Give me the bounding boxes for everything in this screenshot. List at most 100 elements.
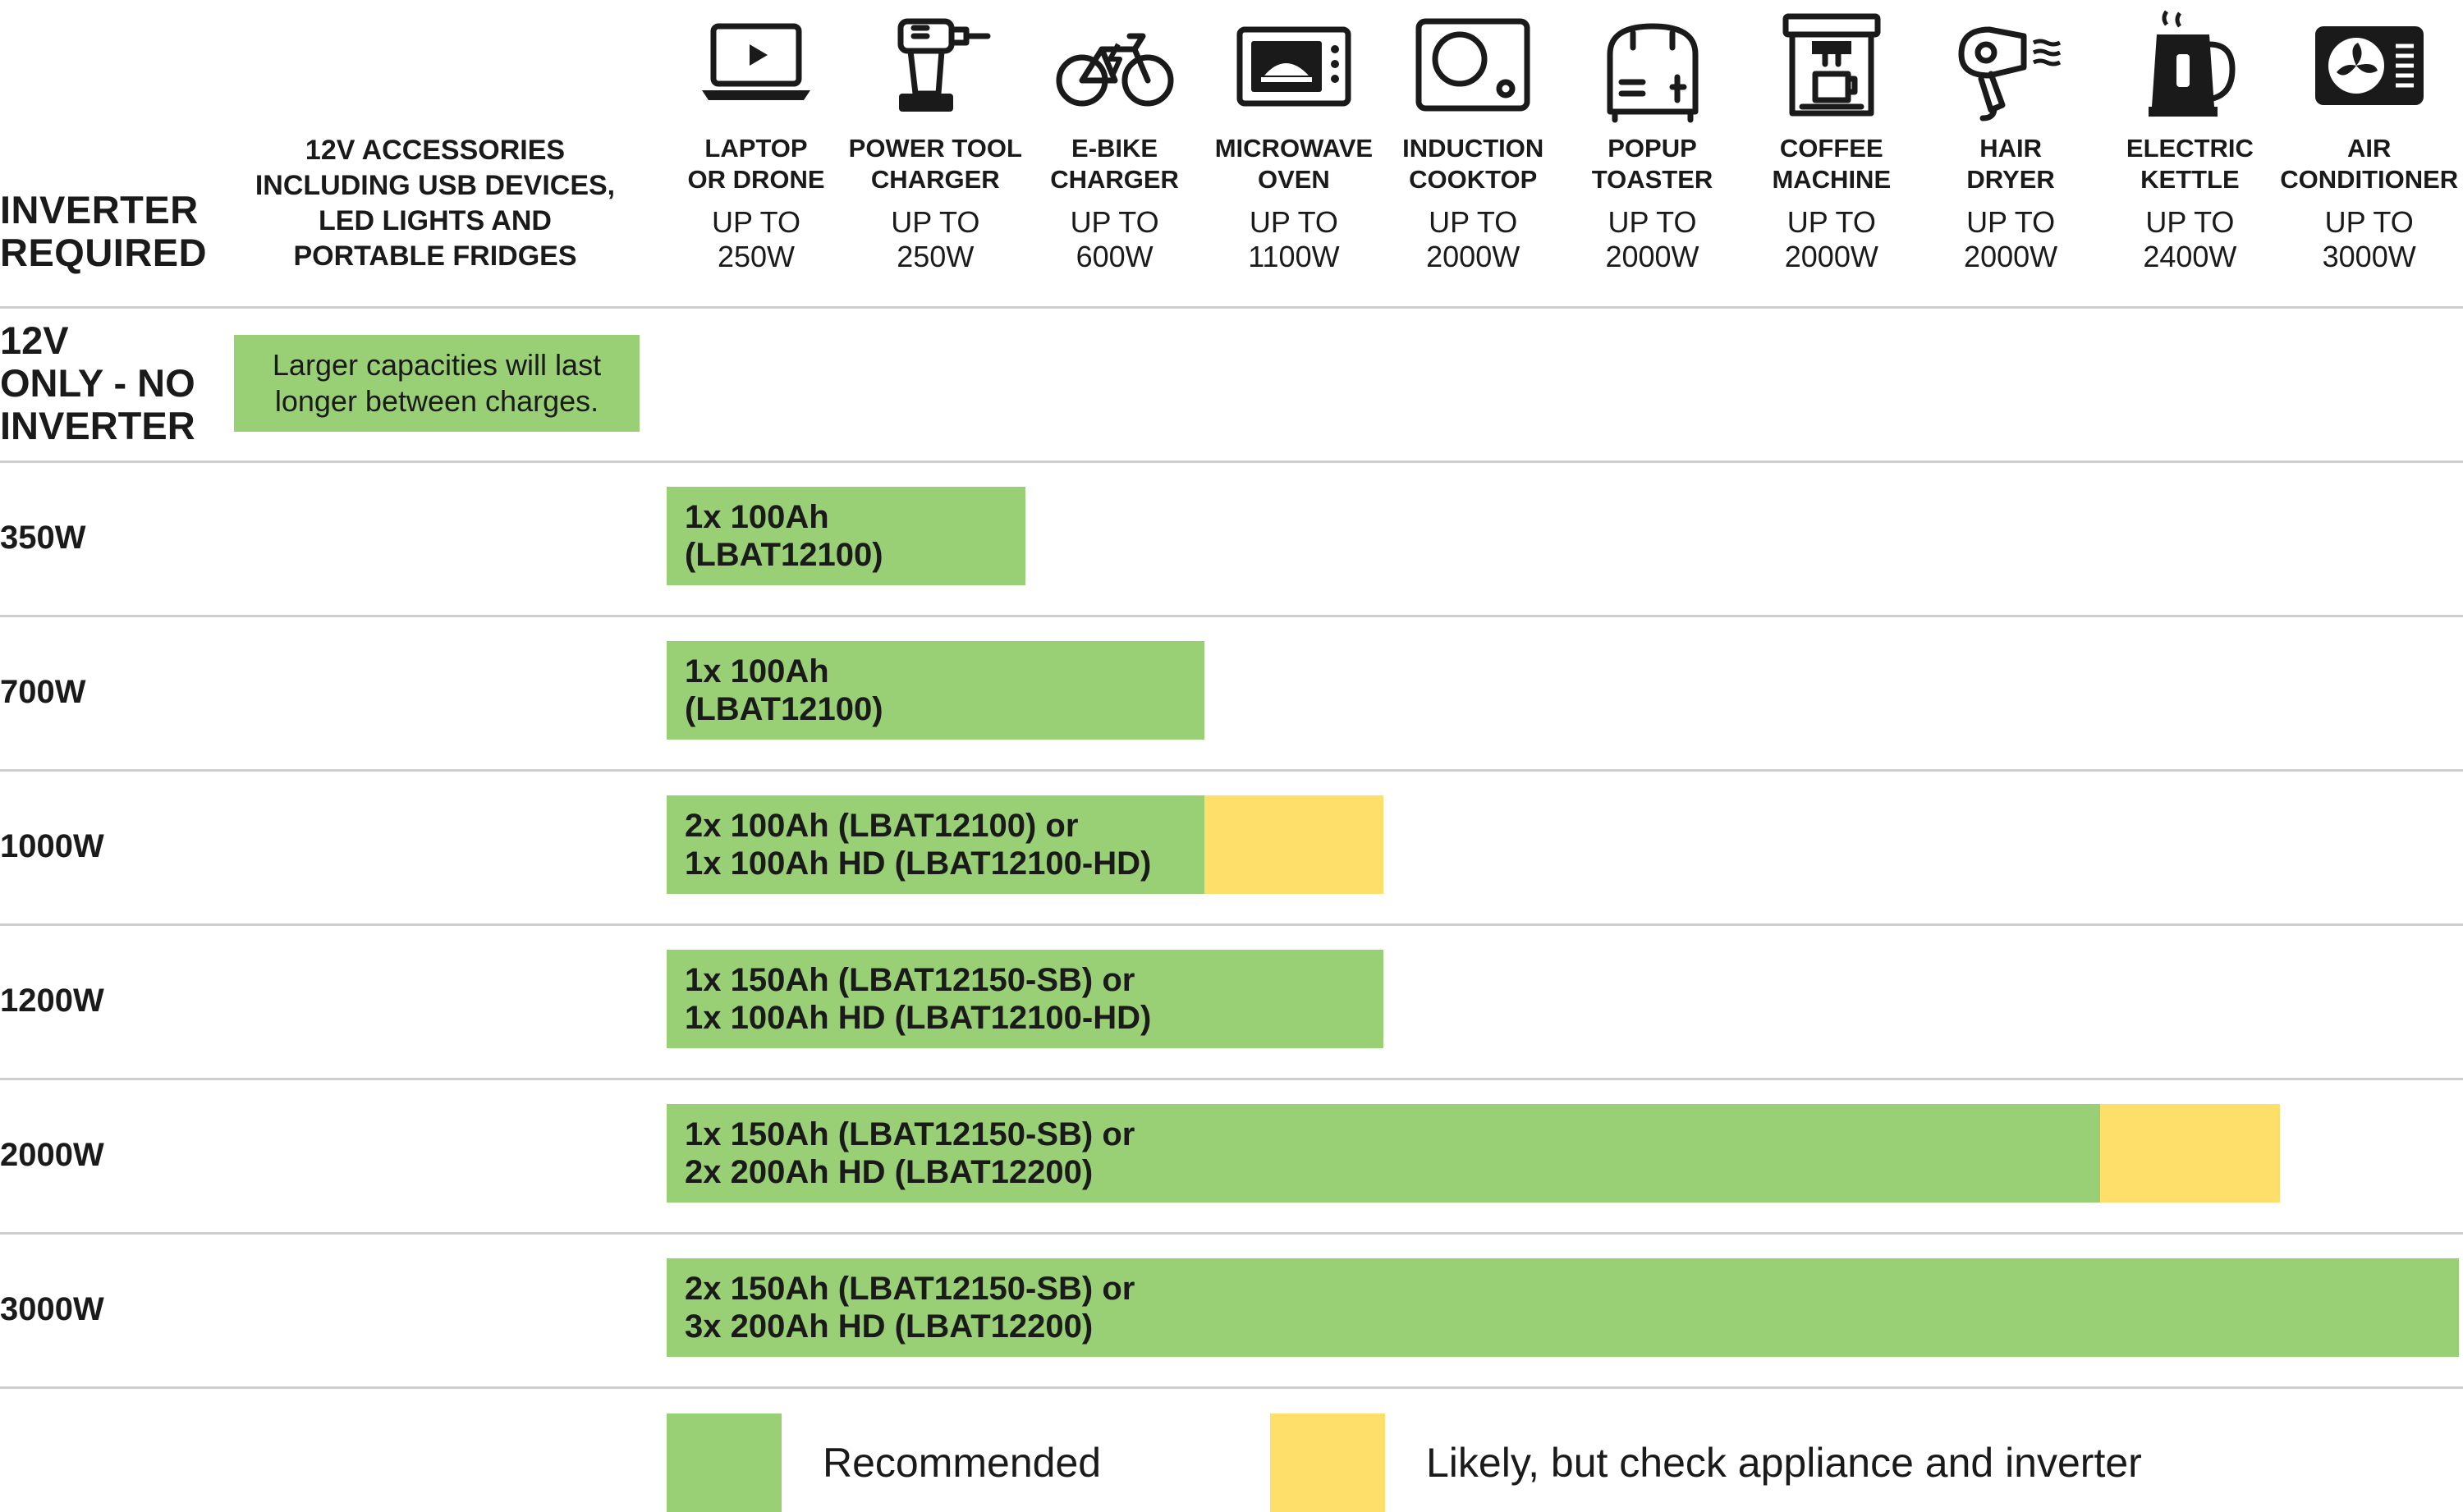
appliance-power-line: 250W <box>717 240 796 273</box>
cooktop-icon <box>1383 8 1562 123</box>
appliance-power-line: 2000W <box>1784 240 1878 273</box>
appliance-column: MICROWAVE OVEN UP TO 1100W <box>1204 8 1383 287</box>
appliance-name: LAPTOP OR DRONE <box>667 133 846 195</box>
inverter-label: 12V ONLY - NO INVERTER <box>0 319 213 447</box>
appliance-column: HAIR DRYER UP TO 2000W <box>1921 8 2100 287</box>
laptop-icon <box>667 8 846 123</box>
ebike-icon <box>1025 8 1204 123</box>
appliance-column: INDUCTION COOKTOP UP TO 2000W <box>1383 8 1562 287</box>
appliance-power-line: 2000W <box>1964 240 2058 273</box>
appliance-power: UP TO 2000W <box>1563 205 1742 274</box>
inverter-label: 2000W <box>0 1136 104 1174</box>
row-divider <box>0 1078 2463 1080</box>
appliance-column: COFFEE MACHINE UP TO 2000W <box>1742 8 1921 287</box>
appliance-name: E-BIKE CHARGER <box>1025 133 1204 195</box>
header-line: INVERTER <box>0 188 199 231</box>
appliance-power: UP TO 1100W <box>1204 205 1383 274</box>
appliance-column: POWER TOOL CHARGER UP TO 250W <box>846 8 1025 287</box>
inverter-label: 1200W <box>0 982 104 1019</box>
appliance-power-line: UP TO <box>1070 205 1159 239</box>
toaster-icon <box>1563 8 1742 123</box>
inverter-label: 3000W <box>0 1290 104 1328</box>
appliance-power: UP TO 250W <box>667 205 846 274</box>
appliance-column: POPUP TOASTER UP TO 2000W <box>1563 8 1742 287</box>
note-line: longer between charges. <box>274 384 599 418</box>
recommended-bar <box>667 1104 2101 1203</box>
accessories-line: INCLUDING USB DEVICES, <box>255 170 616 201</box>
appliance-name-line: TOASTER <box>1591 165 1713 194</box>
appliance-name-line: KETTLE <box>2140 165 2240 194</box>
appliance-name: INDUCTION COOKTOP <box>1383 133 1562 195</box>
appliance-name-line: COFFEE <box>1779 134 1883 163</box>
appliance-name-line: CHARGER <box>1050 165 1179 194</box>
row-divider <box>0 923 2463 926</box>
inverter-label-line: 3000W <box>0 1291 104 1327</box>
appliance-column: ELECTRIC KETTLE UP TO 2400W <box>2100 8 2279 287</box>
appliance-power-line: UP TO <box>1429 205 1518 239</box>
appliance-power-line: UP TO <box>1249 205 1338 239</box>
appliance-power-line: UP TO <box>711 205 801 239</box>
likely-bar <box>1204 795 1384 894</box>
inverter-label-line: INVERTER <box>0 404 195 447</box>
appliance-column: LAPTOP OR DRONE UP TO 250W <box>667 8 846 287</box>
legend-swatch-likely <box>1270 1413 1385 1512</box>
appliance-name: ELECTRIC KETTLE <box>2100 133 2279 195</box>
recommended-bar <box>667 641 1204 740</box>
appliance-power: UP TO 2000W <box>1383 205 1562 274</box>
row-divider <box>0 460 2463 463</box>
appliance-name: COFFEE MACHINE <box>1742 133 1921 195</box>
inverter-label-line: 12V <box>0 318 69 362</box>
inverter-label-line: 1000W <box>0 828 104 864</box>
appliance-power-line: 600W <box>1076 240 1154 273</box>
appliance-name-line: LAPTOP <box>704 134 808 163</box>
microwave-icon <box>1204 8 1383 123</box>
row-divider <box>0 1386 2463 1389</box>
appliance-power-line: UP TO <box>2324 205 2414 239</box>
appliance-name-line: INDUCTION <box>1402 134 1544 163</box>
appliance-power-line: 2400W <box>2143 240 2237 273</box>
kettle-icon <box>2100 8 2279 123</box>
appliance-power: UP TO 2000W <box>1921 205 2100 274</box>
capacity-note: Larger capacities will last longer betwe… <box>234 335 640 432</box>
appliance-power-line: 2000W <box>1426 240 1520 273</box>
legend-label-likely: Likely, but check appliance and inverter <box>1426 1440 2142 1486</box>
recommended-bar <box>667 795 1204 894</box>
appliance-name: MICROWAVE OVEN <box>1204 133 1383 195</box>
appliance-name-line: E-BIKE <box>1071 134 1158 163</box>
accessories-line: 12V ACCESSORIES <box>305 135 566 166</box>
appliance-name: AIR CONDITIONER <box>2280 133 2459 195</box>
row-divider <box>0 1232 2463 1235</box>
appliance-name: POWER TOOL CHARGER <box>846 133 1025 195</box>
appliance-name-line: ELECTRIC <box>2126 134 2254 163</box>
appliance-name-line: MICROWAVE <box>1214 134 1374 163</box>
recommended-bar <box>667 487 1025 585</box>
appliance-name-line: MACHINE <box>1772 165 1892 194</box>
appliance-power-line: UP TO <box>1966 205 2056 239</box>
inverter-label-line: ONLY - NO <box>0 361 195 405</box>
appliance-name-line: HAIR <box>1979 134 2042 163</box>
inverter-label-line: 2000W <box>0 1137 104 1173</box>
inverter-label: 700W <box>0 673 86 711</box>
likely-bar <box>2100 1104 2280 1203</box>
appliance-power: UP TO 600W <box>1025 205 1204 274</box>
appliance-name-line: CONDITIONER <box>2280 165 2459 194</box>
appliance-power-line: UP TO <box>1608 205 1697 239</box>
legend-swatch-recommended <box>667 1413 782 1512</box>
appliance-name-line: OR DRONE <box>687 165 825 194</box>
legend-label-recommended: Recommended <box>823 1440 1102 1486</box>
appliance-name: POPUP TOASTER <box>1563 133 1742 195</box>
appliance-name-line: COOKTOP <box>1409 165 1538 194</box>
appliance-name-line: CHARGER <box>870 165 1000 194</box>
appliance-power-line: UP TO <box>891 205 980 239</box>
inverter-label-line: 1200W <box>0 983 104 1019</box>
inverter-required-header: INVERTER REQUIRED <box>0 189 222 274</box>
appliance-name: HAIR DRYER <box>1921 133 2100 195</box>
appliance-power: UP TO 3000W <box>2280 205 2459 274</box>
hair-dryer-icon <box>1921 8 2100 123</box>
inverter-label: 1000W <box>0 827 104 865</box>
row-divider <box>0 306 2463 309</box>
appliance-power-line: 1100W <box>1248 240 1340 273</box>
appliance-column: AIR CONDITIONER UP TO 3000W <box>2280 8 2459 287</box>
appliance-power-line: UP TO <box>1786 205 1876 239</box>
